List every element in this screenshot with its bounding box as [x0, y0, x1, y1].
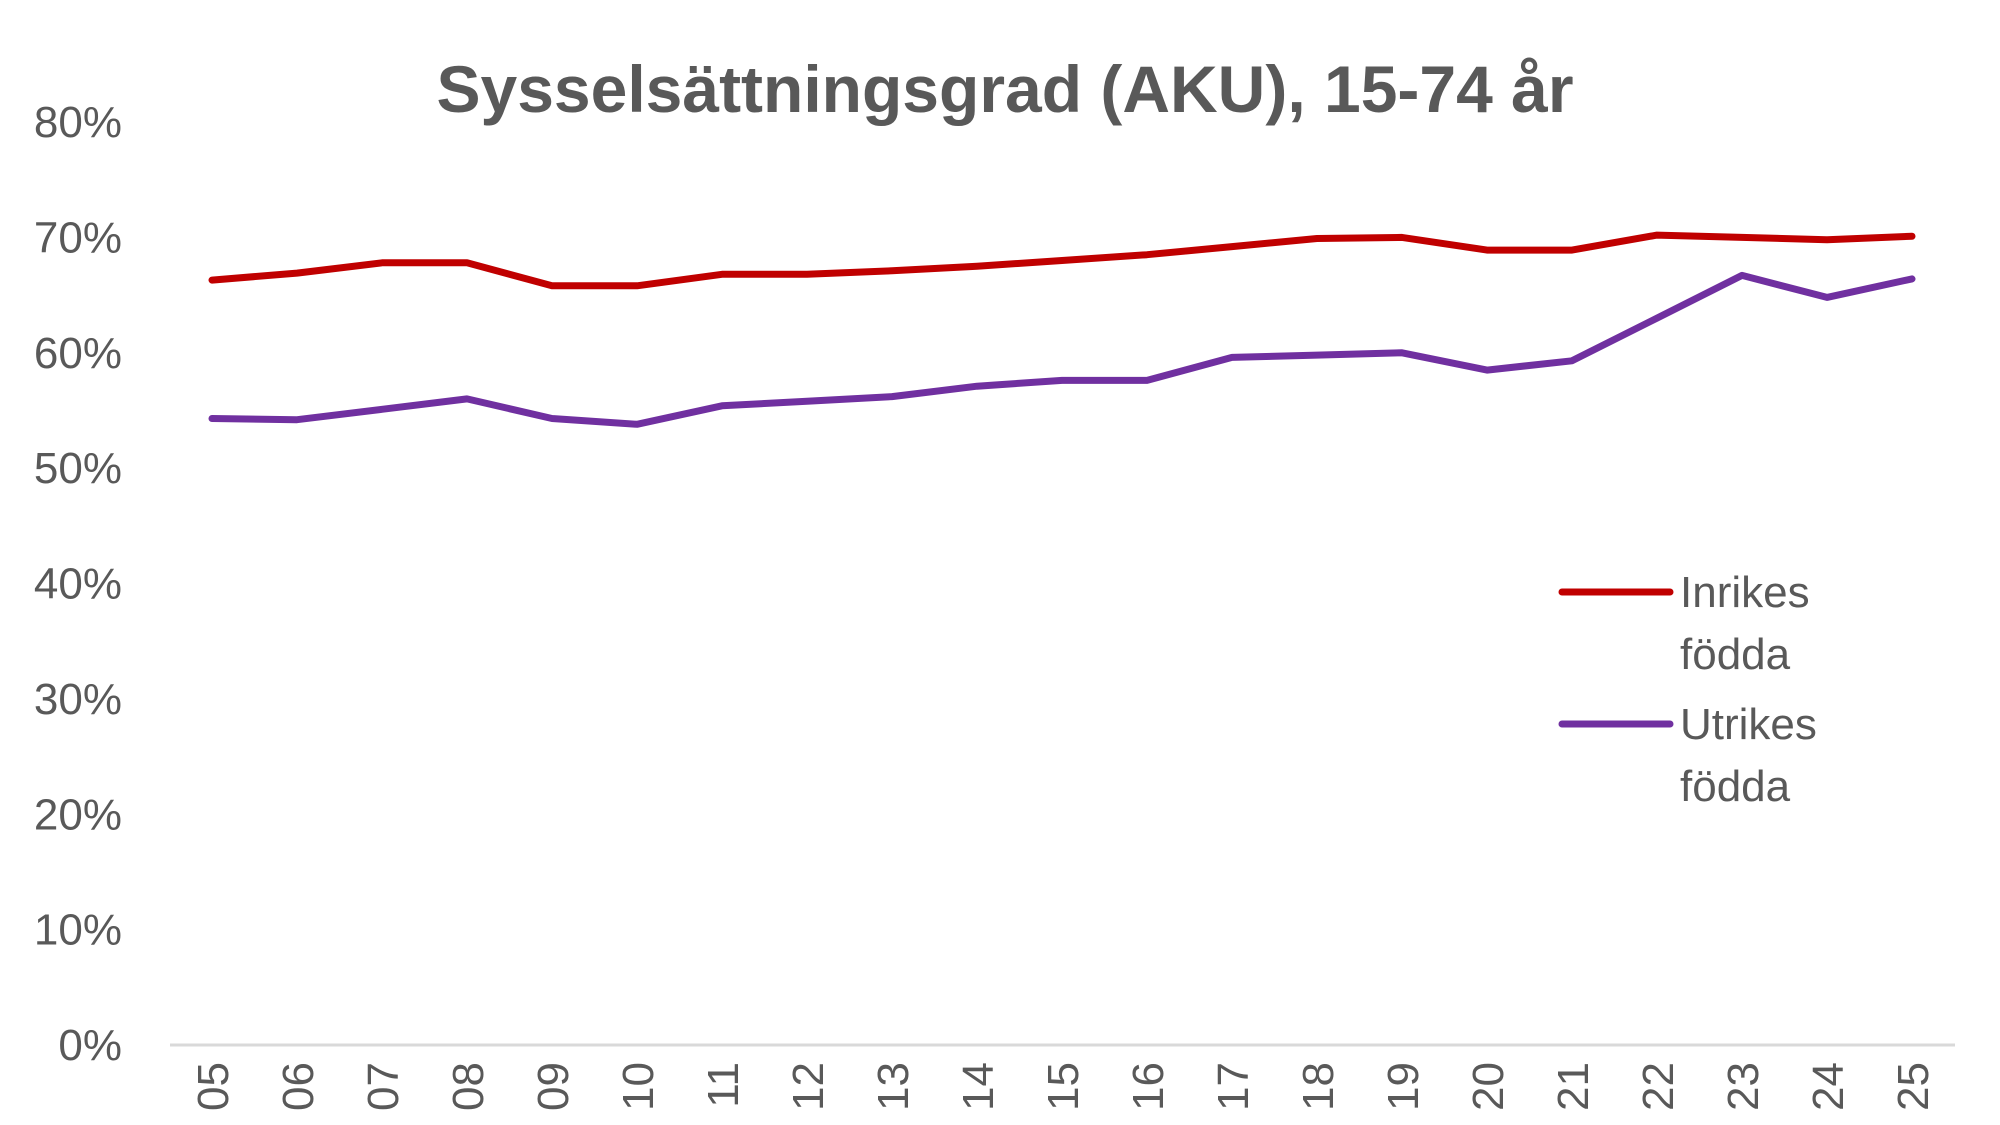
x-tick-label: 22: [1634, 1062, 1683, 1111]
y-tick-label: 50%: [34, 444, 122, 493]
y-tick-label: 60%: [34, 329, 122, 378]
y-tick-label: 40%: [34, 560, 122, 609]
x-tick-label: 05: [189, 1062, 238, 1111]
x-tick-label: 12: [784, 1062, 833, 1111]
x-tick-label: 14: [954, 1062, 1003, 1111]
series-line-2: [208, 271, 1916, 428]
x-tick-label: 13: [869, 1062, 918, 1111]
x-tick-label: 07: [359, 1062, 408, 1111]
x-tick-label: 15: [1039, 1062, 1088, 1111]
legend-label-2: födda: [1680, 762, 1791, 811]
legend-label-1: födda: [1680, 630, 1791, 679]
x-tick-label: 25: [1889, 1062, 1938, 1111]
x-tick-label: 17: [1209, 1062, 1258, 1111]
series-line-1: [208, 231, 1916, 290]
x-tick-label: 23: [1719, 1062, 1768, 1111]
x-tick-label: 18: [1294, 1062, 1343, 1111]
y-tick-label: 10%: [34, 906, 122, 955]
y-axis-ticks: 0% 10% 20% 30% 40% 50% 60% 70% 80%: [34, 98, 122, 1070]
x-axis-ticks: 05 06 07 08 09 10 11 12 13 14 15 16 17 18 19 20 21 22 23 24…: [189, 1062, 1938, 1111]
legend-label-1: Inrikes: [1680, 568, 1810, 617]
x-tick-label: 09: [529, 1062, 578, 1111]
x-tick-label: 08: [444, 1062, 493, 1111]
x-tick-label: 24: [1804, 1062, 1853, 1111]
y-tick-label: 70%: [34, 213, 122, 262]
x-tick-label: 19: [1379, 1062, 1428, 1111]
legend: Inrikes födda Utrikes födda: [1558, 568, 1817, 811]
y-tick-label: 80%: [34, 98, 122, 147]
x-tick-label: 10: [614, 1062, 663, 1111]
x-tick-label: 11: [699, 1062, 748, 1108]
x-tick-label: 06: [274, 1062, 323, 1111]
chart-title: Sysselsättningsgrad (AKU), 15-74 år: [436, 52, 1573, 126]
y-tick-label: 30%: [34, 675, 122, 724]
x-tick-label: 16: [1124, 1062, 1173, 1111]
y-tick-label: 20%: [34, 790, 122, 839]
legend-label-2: Utrikes: [1680, 700, 1817, 749]
y-tick-label: 0%: [58, 1021, 122, 1070]
x-tick-label: 20: [1464, 1062, 1513, 1111]
series-lines: [208, 231, 1916, 428]
x-tick-label: 21: [1549, 1062, 1598, 1111]
